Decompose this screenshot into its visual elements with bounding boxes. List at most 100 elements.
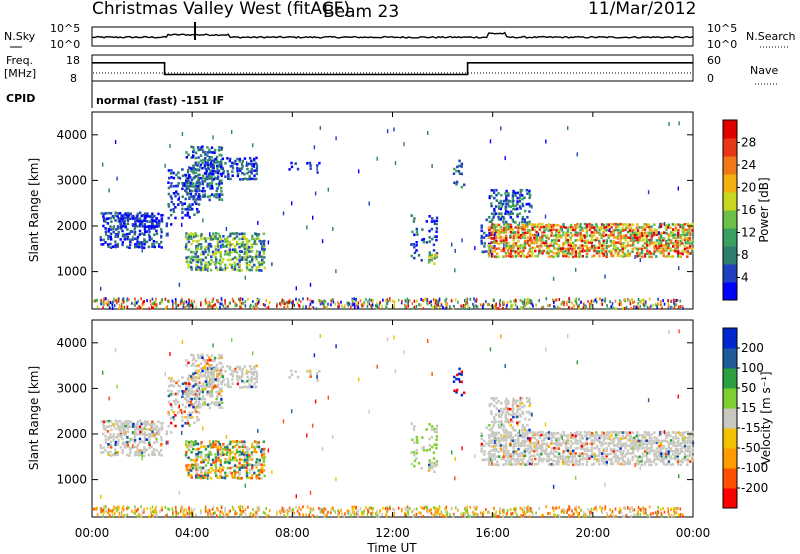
velocity-cell (116, 451, 119, 454)
power-cell (255, 268, 258, 272)
power-cell (203, 189, 206, 193)
power-cell (212, 166, 215, 170)
power-cell (574, 224, 577, 227)
velocity-cell (206, 362, 209, 365)
velocity-cell (523, 452, 527, 455)
velocity-cell (605, 463, 608, 467)
power-cell (533, 223, 536, 227)
velocity-cell (562, 441, 565, 445)
power-cell (514, 300, 516, 304)
velocity-cell (121, 437, 124, 441)
velocity-cell (499, 447, 502, 450)
power-cell (540, 244, 543, 248)
velocity-cell (585, 460, 589, 463)
power-cell (571, 306, 573, 310)
power-cell (538, 236, 542, 240)
velocity-cell (234, 367, 237, 371)
power-cell (239, 298, 241, 302)
power-cell (119, 212, 122, 215)
power-cell (662, 251, 665, 255)
velocity-cell (523, 439, 527, 443)
power-cell (235, 235, 239, 238)
power-cell (201, 268, 205, 272)
power-cell (662, 238, 665, 242)
power-cell (505, 202, 508, 206)
power-cell (208, 182, 212, 185)
velocity-cell (577, 459, 580, 463)
power-cell (319, 300, 321, 304)
power-cell (500, 205, 504, 208)
velocity-cell (585, 437, 589, 440)
power-cell (168, 176, 171, 180)
velocity-cell (653, 441, 656, 445)
power-cell (428, 236, 431, 239)
velocity-cell (114, 440, 118, 444)
velocity-cell (188, 468, 191, 472)
power-cell (432, 306, 434, 309)
power-cell (576, 238, 579, 242)
velocity-cell (153, 441, 156, 445)
colorbar-tick-label: 16 (741, 203, 756, 217)
power-cell (525, 188, 528, 192)
velocity-cell (262, 440, 265, 444)
power-cell (519, 226, 522, 229)
velocity-cell (521, 441, 525, 444)
power-cell (236, 166, 239, 170)
power-cell (144, 216, 147, 220)
velocity-cell (571, 455, 574, 459)
power-cell (233, 232, 237, 236)
power-cell (507, 226, 511, 229)
velocity-cell (208, 385, 211, 388)
power-cell (633, 234, 637, 237)
power-cell (530, 255, 534, 258)
velocity-cell (686, 463, 689, 466)
power-cell (194, 175, 197, 178)
velocity-cell (184, 453, 188, 456)
power-cell (437, 303, 440, 307)
velocity-cell (521, 444, 524, 447)
velocity-cell (574, 434, 577, 438)
power-cell (632, 241, 635, 245)
velocity-cell (210, 367, 213, 370)
velocity-cell (190, 353, 193, 357)
power-cell (581, 247, 584, 250)
power-cell (600, 223, 604, 226)
power-cell (190, 145, 193, 149)
power-cell (581, 226, 584, 230)
velocity-cell (559, 436, 563, 439)
velocity-cell (543, 437, 546, 440)
power-cell (183, 202, 186, 205)
power-cell (184, 208, 187, 211)
power-cell (660, 222, 663, 226)
power-cell (213, 170, 216, 173)
velocity-cell (185, 398, 188, 402)
velocity-cell (516, 404, 519, 408)
power-cell (253, 306, 256, 310)
power-cell (332, 298, 334, 302)
power-cell (538, 299, 540, 303)
power-cell (319, 302, 322, 306)
velocity-cell (248, 471, 251, 475)
velocity-cell (495, 431, 498, 435)
power-cell (190, 242, 193, 246)
power-cell (189, 208, 192, 211)
power-cell (667, 238, 670, 242)
velocity-cell (99, 446, 103, 450)
power-cell (428, 229, 431, 233)
power-cell (521, 244, 524, 247)
power-cell (206, 151, 210, 154)
power-cell (619, 299, 621, 303)
velocity-cell (214, 378, 217, 381)
power-cell (541, 306, 543, 310)
power-cell (248, 268, 251, 272)
velocity-cell (602, 449, 605, 452)
power-cell (413, 233, 416, 237)
velocity-cell (516, 408, 519, 411)
velocity-cell (223, 446, 227, 449)
power-cell (117, 230, 120, 234)
power-cell (520, 306, 522, 310)
power-cell (199, 243, 203, 246)
velocity-cell (521, 452, 524, 455)
power-cell (686, 246, 689, 250)
